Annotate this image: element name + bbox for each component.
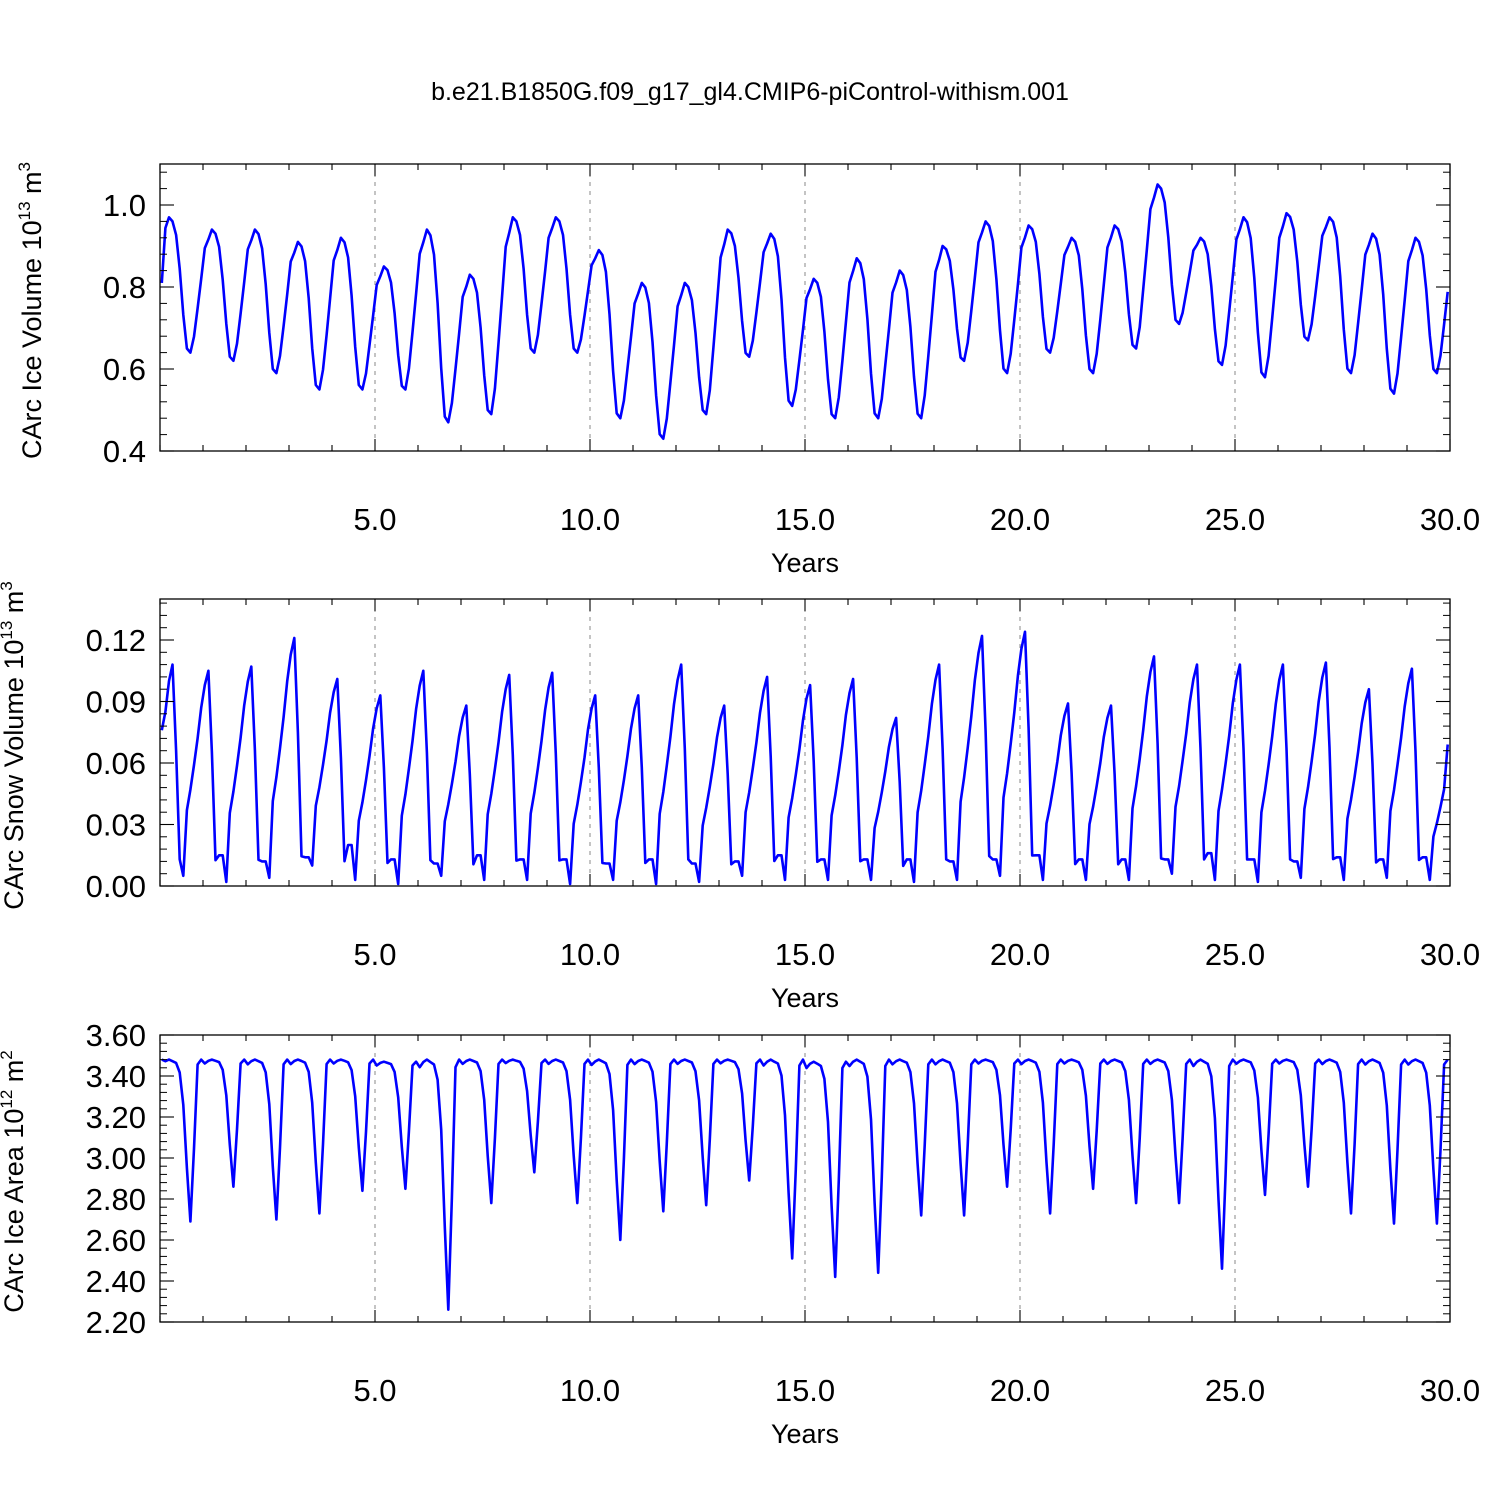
- ice-area-y-tick-label: 3.20: [86, 1100, 146, 1135]
- ice-volume-x-axis-title: Years: [771, 548, 839, 578]
- snow-volume-y-tick-label: 0.12: [86, 623, 146, 658]
- ice-volume-x-tick-label: 5.0: [353, 502, 396, 537]
- snow-volume-y-tick-label: 0.09: [86, 685, 146, 720]
- snow-volume-panel: 5.0 10.0 15.0 20.0 25.0 30.0 0.00 0.03 0.06 0.09 0…: [0, 581, 1480, 1013]
- ice-volume-y-tick-label: 0.4: [103, 434, 146, 469]
- ice-volume-x-tick-label: 10.0: [560, 502, 620, 537]
- snow-volume-y-tick-label: 0.06: [86, 746, 146, 781]
- ice-area-x-tick-label: 20.0: [990, 1373, 1050, 1408]
- ice-area-y-tick-label: 3.60: [86, 1018, 146, 1053]
- ice-area-y-tick-label: 3.40: [86, 1059, 146, 1094]
- ice-volume-y-tick-label: 1.0: [103, 188, 146, 223]
- snow-volume-x-tick-label: 10.0: [560, 937, 620, 972]
- snow-volume-x-tick-label: 20.0: [990, 937, 1050, 972]
- ice-volume-x-tick-label: 30.0: [1420, 502, 1480, 537]
- ice-area-y-tick-label: 2.40: [86, 1264, 146, 1299]
- ice-volume-panel: 5.0 10.0 15.0 20.0 25.0 30.0 0.4 0.6 0.8 1.0 Years…: [15, 162, 1480, 578]
- snow-volume-y-tick-label: 0.00: [86, 869, 146, 904]
- ice-volume-y-tick-label: 0.8: [103, 270, 146, 305]
- ice-volume-series-line: [160, 183, 1449, 441]
- snow-volume-x-axis-title: Years: [771, 983, 839, 1013]
- ice-area-y-axis-title: CArc Ice Area 1012 m2: [0, 1050, 29, 1313]
- snow-volume-y-axis-title: CArc Snow Volume 1013 m3: [0, 581, 29, 910]
- snow-volume-x-tick-label: 15.0: [775, 937, 835, 972]
- ice-area-x-tick-label: 30.0: [1420, 1373, 1480, 1408]
- ice-volume-y-tick-label: 0.6: [103, 352, 146, 387]
- ice-area-x-tick-label: 5.0: [353, 1373, 396, 1408]
- ice-area-series-line: [161, 1058, 1449, 1311]
- snow-volume-x-tick-label: 25.0: [1205, 937, 1265, 972]
- ice-volume-x-tick-label: 20.0: [990, 502, 1050, 537]
- snow-volume-series-line: [160, 630, 1449, 886]
- figure-title: b.e21.B1850G.f09_g17_gl4.CMIP6-piControl…: [431, 78, 1069, 106]
- snow-volume-x-tick-label: 30.0: [1420, 937, 1480, 972]
- ice-area-y-tick-label: 2.80: [86, 1182, 146, 1217]
- ice-area-x-tick-label: 25.0: [1205, 1373, 1265, 1408]
- ice-area-panel: 5.0 10.0 15.0 20.0 25.0 30.0 2.20 2.40 2.60 2.80 3…: [0, 1018, 1480, 1449]
- ice-area-x-tick-label: 15.0: [775, 1373, 835, 1408]
- ice-area-x-axis-title: Years: [771, 1419, 839, 1449]
- ice-volume-y-axis-title: CArc Ice Volume 1013 m3: [15, 162, 47, 459]
- ice-volume-x-tick-label: 15.0: [775, 502, 835, 537]
- snow-volume-y-tick-label: 0.03: [86, 808, 146, 843]
- ice-area-x-tick-label: 10.0: [560, 1373, 620, 1408]
- ice-area-y-tick-label: 2.60: [86, 1223, 146, 1258]
- ice-area-y-tick-label: 2.20: [86, 1305, 146, 1340]
- ice-area-y-tick-label: 3.00: [86, 1141, 146, 1176]
- ice-volume-x-tick-label: 25.0: [1205, 502, 1265, 537]
- snow-volume-x-tick-label: 5.0: [353, 937, 396, 972]
